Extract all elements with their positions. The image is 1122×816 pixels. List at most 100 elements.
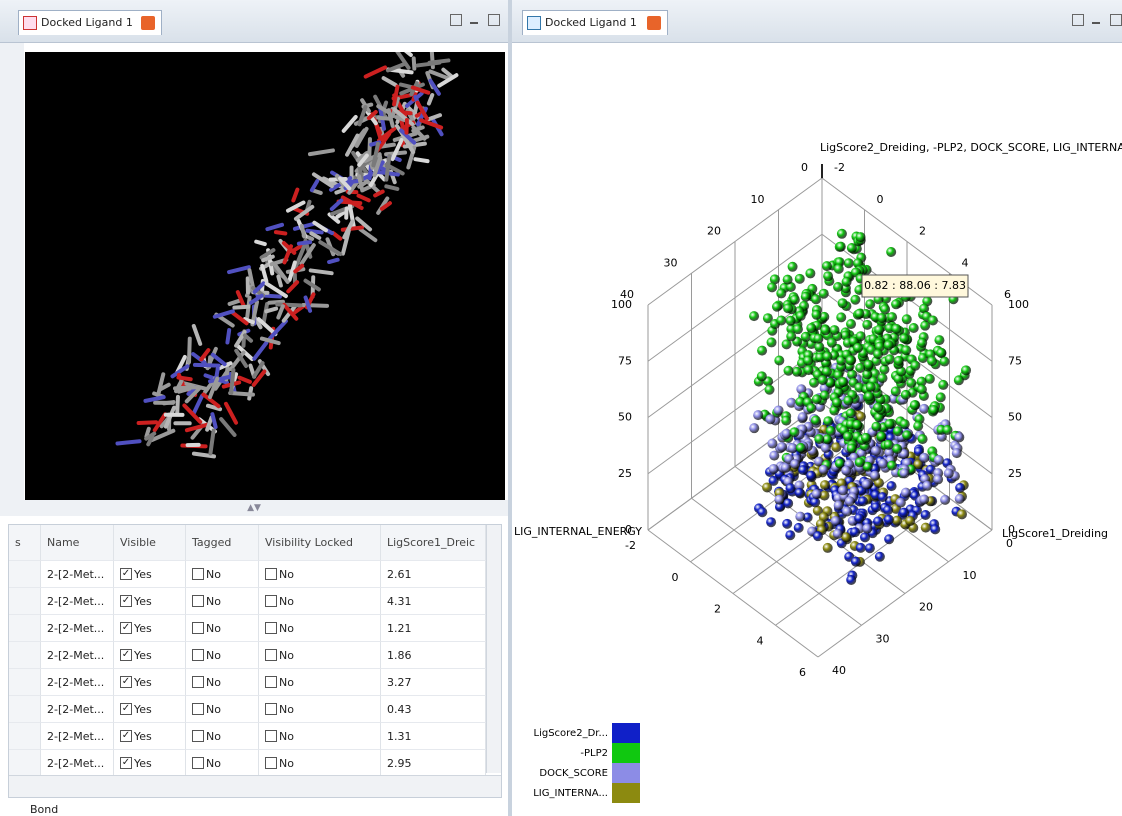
point: [803, 356, 813, 366]
point: [818, 375, 828, 385]
table-cell: 3.27: [381, 669, 486, 696]
minimize-button[interactable]: [470, 22, 478, 24]
point: [892, 444, 902, 454]
point: [922, 481, 932, 491]
checkbox[interactable]: [192, 568, 204, 580]
checkbox[interactable]: ✓: [120, 649, 132, 661]
point: [884, 515, 894, 525]
point: [833, 282, 843, 292]
checkbox[interactable]: [192, 595, 204, 607]
point: [813, 531, 823, 541]
checkbox[interactable]: [192, 757, 204, 769]
close-button[interactable]: [141, 16, 155, 30]
table-cell: ✓Yes: [114, 561, 186, 588]
table-cell: No: [259, 588, 381, 615]
checkbox[interactable]: [192, 622, 204, 634]
row-header: [9, 642, 41, 669]
point: [757, 371, 767, 381]
bond-stick: [278, 277, 281, 286]
point: [821, 443, 831, 453]
point: [913, 421, 923, 431]
molecule-viewer[interactable]: [25, 52, 505, 500]
checkbox[interactable]: [265, 622, 277, 634]
maximize-button[interactable]: [488, 14, 500, 26]
splitter[interactable]: ▲▼: [0, 500, 508, 516]
table-cell: ✓Yes: [114, 642, 186, 669]
cell-text: 2-[2-Met...: [47, 757, 104, 770]
checkbox[interactable]: [265, 595, 277, 607]
point: [896, 498, 906, 508]
point: [822, 367, 832, 377]
point: [776, 315, 786, 325]
checkbox[interactable]: ✓: [120, 730, 132, 742]
table-cell: No: [186, 750, 259, 777]
cell-text: Yes: [134, 703, 152, 716]
point: [902, 314, 912, 324]
point: [757, 507, 767, 517]
point: [853, 343, 863, 353]
point: [891, 386, 901, 396]
maximize-button[interactable]: [1110, 14, 1122, 26]
checkbox[interactable]: ✓: [120, 676, 132, 688]
checkbox[interactable]: ✓: [120, 703, 132, 715]
table-cell: No: [186, 561, 259, 588]
checkbox[interactable]: [192, 730, 204, 742]
restore-button[interactable]: [1072, 14, 1084, 26]
point: [804, 365, 814, 375]
v-tick-label: 4: [757, 634, 764, 647]
u-tick-label: 40: [832, 664, 846, 677]
column-header[interactable]: Visibility Locked: [259, 525, 381, 561]
bond-stick: [276, 232, 285, 233]
right-tab[interactable]: Docked Ligand 1: [522, 10, 668, 35]
u-tick-label: 0: [801, 161, 808, 174]
cell-text: 2.95: [387, 757, 412, 770]
cell-text: 0.43: [387, 703, 412, 716]
point: [813, 334, 823, 344]
w-tick-label: 25: [618, 467, 632, 480]
column-header[interactable]: Tagged: [186, 525, 259, 561]
vertical-scrollbar[interactable]: [486, 525, 502, 773]
column-header[interactable]: Visible: [114, 525, 186, 561]
cell-text: No: [206, 595, 221, 608]
left-tab[interactable]: Docked Ligand 1: [18, 10, 162, 35]
column-header[interactable]: LigScore1_Dreic: [381, 525, 486, 561]
column-header[interactable]: Name: [41, 525, 114, 561]
point: [753, 410, 763, 420]
cell-text: No: [206, 622, 221, 635]
point: [933, 474, 943, 484]
checkbox[interactable]: [192, 703, 204, 715]
point: [929, 405, 939, 415]
restore-button[interactable]: [450, 14, 462, 26]
left-tab-bar: Docked Ligand 1: [0, 0, 508, 43]
grid-line: [818, 530, 992, 657]
close-button[interactable]: [647, 16, 661, 30]
cell-text: Yes: [134, 730, 152, 743]
checkbox[interactable]: ✓: [120, 757, 132, 769]
checkbox[interactable]: [265, 649, 277, 661]
bond-stick: [414, 58, 415, 68]
checkbox[interactable]: [265, 676, 277, 688]
checkbox[interactable]: [192, 649, 204, 661]
table-cell: 2-[2-Met...: [41, 642, 114, 669]
checkbox[interactable]: [265, 568, 277, 580]
checkbox[interactable]: [265, 730, 277, 742]
point: [814, 434, 824, 444]
point: [919, 404, 929, 414]
point: [938, 380, 948, 390]
horizontal-scrollbar[interactable]: [9, 775, 501, 798]
table-cell: No: [186, 615, 259, 642]
bond-stick: [266, 309, 276, 312]
checkbox[interactable]: [192, 676, 204, 688]
checkbox[interactable]: ✓: [120, 568, 132, 580]
checkbox[interactable]: [265, 757, 277, 769]
point: [784, 366, 794, 376]
checkbox[interactable]: ✓: [120, 595, 132, 607]
minimize-button[interactable]: [1092, 22, 1100, 24]
checkbox[interactable]: ✓: [120, 622, 132, 634]
table-cell: 2-[2-Met...: [41, 696, 114, 723]
point: [794, 523, 804, 533]
cell-text: 2-[2-Met...: [47, 703, 104, 716]
checkbox[interactable]: [265, 703, 277, 715]
column-header[interactable]: s: [9, 525, 41, 561]
